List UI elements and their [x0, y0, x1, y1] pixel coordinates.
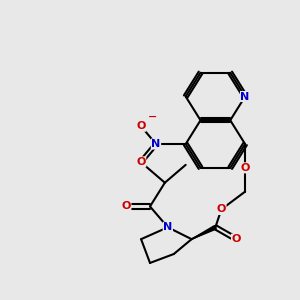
- Text: O: O: [240, 163, 250, 173]
- Text: N: N: [163, 222, 172, 232]
- Text: N: N: [151, 139, 160, 149]
- Text: O: O: [136, 121, 146, 131]
- Text: O: O: [136, 157, 146, 167]
- Text: −: −: [148, 112, 157, 122]
- Text: O: O: [232, 234, 241, 244]
- Text: O: O: [217, 204, 226, 214]
- Text: N: N: [241, 92, 250, 101]
- Polygon shape: [192, 226, 216, 239]
- Text: O: O: [122, 202, 131, 212]
